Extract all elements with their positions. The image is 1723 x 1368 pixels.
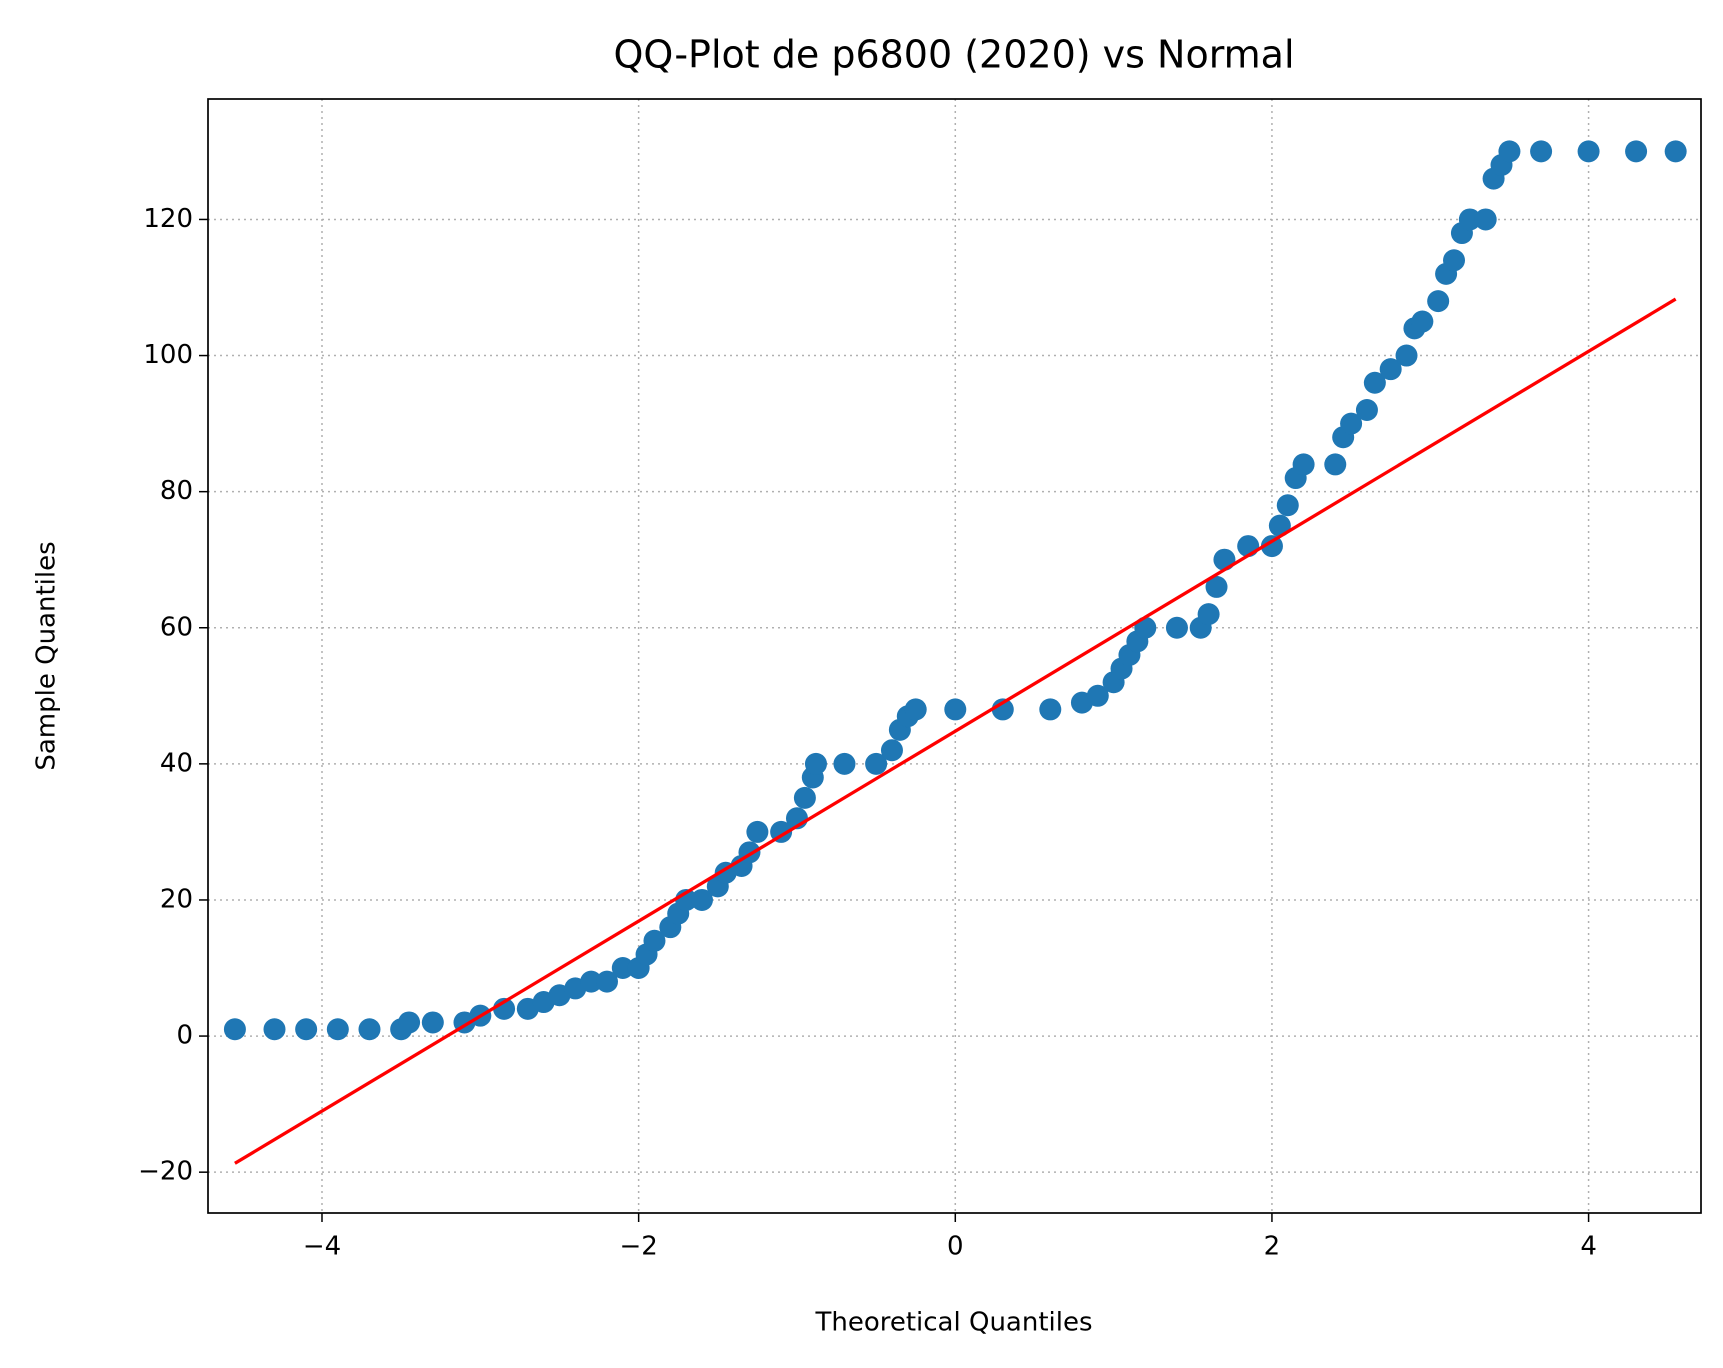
point [263, 1018, 286, 1041]
y-tick-label: 60 [160, 612, 193, 642]
y-tick-label: 80 [160, 476, 193, 506]
y-tick-label: 20 [160, 884, 193, 914]
point [690, 888, 713, 911]
point [358, 1018, 381, 1041]
x-tick-label: 2 [1264, 1232, 1281, 1262]
point [1664, 140, 1687, 163]
y-tick-label: 0 [176, 1021, 193, 1051]
point [1205, 575, 1228, 598]
fit-line [234, 297, 1677, 1165]
point [1039, 698, 1062, 721]
point [611, 957, 634, 980]
point [1474, 208, 1497, 231]
point [1395, 344, 1418, 367]
point [1530, 140, 1553, 163]
point [1498, 140, 1521, 163]
y-tick-label: 40 [160, 748, 193, 778]
point [833, 752, 856, 775]
point [991, 698, 1014, 721]
point [1427, 290, 1450, 313]
point [398, 1011, 421, 1034]
point [1276, 494, 1299, 517]
point [1363, 371, 1386, 394]
x-axis-label: Theoretical Quantiles [814, 1308, 1092, 1338]
point [1292, 453, 1315, 476]
point [746, 820, 769, 843]
point [804, 752, 827, 775]
point [944, 698, 967, 721]
point [865, 752, 888, 775]
x-tick-label: 0 [947, 1232, 964, 1262]
point [1165, 616, 1188, 639]
x-tick-label: −2 [619, 1232, 657, 1262]
point [880, 739, 903, 762]
point [223, 1018, 246, 1041]
point [421, 1011, 444, 1034]
chart-title: QQ-Plot de p6800 (2020) vs Normal [613, 33, 1294, 77]
y-tick-label: −20 [138, 1157, 193, 1187]
point [1340, 412, 1363, 435]
point [1443, 249, 1466, 272]
point [1379, 358, 1402, 381]
x-tick-label: 4 [1580, 1232, 1597, 1262]
point [1625, 140, 1648, 163]
point [1197, 603, 1220, 626]
point [580, 970, 603, 993]
point [1260, 535, 1283, 558]
x-tick-label: −4 [303, 1232, 341, 1262]
point [295, 1018, 318, 1041]
point [595, 970, 618, 993]
y-tick-label: 120 [143, 204, 193, 234]
point [1577, 140, 1600, 163]
point [1268, 514, 1291, 537]
point [1355, 398, 1378, 421]
point [1411, 310, 1434, 333]
point [1458, 208, 1481, 231]
point [326, 1018, 349, 1041]
point [1213, 548, 1236, 571]
point [904, 698, 927, 721]
point [1324, 453, 1347, 476]
y-tick-label: 100 [143, 340, 193, 370]
plot-frame [207, 98, 1702, 1214]
point [793, 786, 816, 809]
point [643, 929, 666, 952]
point [1086, 684, 1109, 707]
y-axis-label: Sample Quantiles [32, 541, 62, 770]
